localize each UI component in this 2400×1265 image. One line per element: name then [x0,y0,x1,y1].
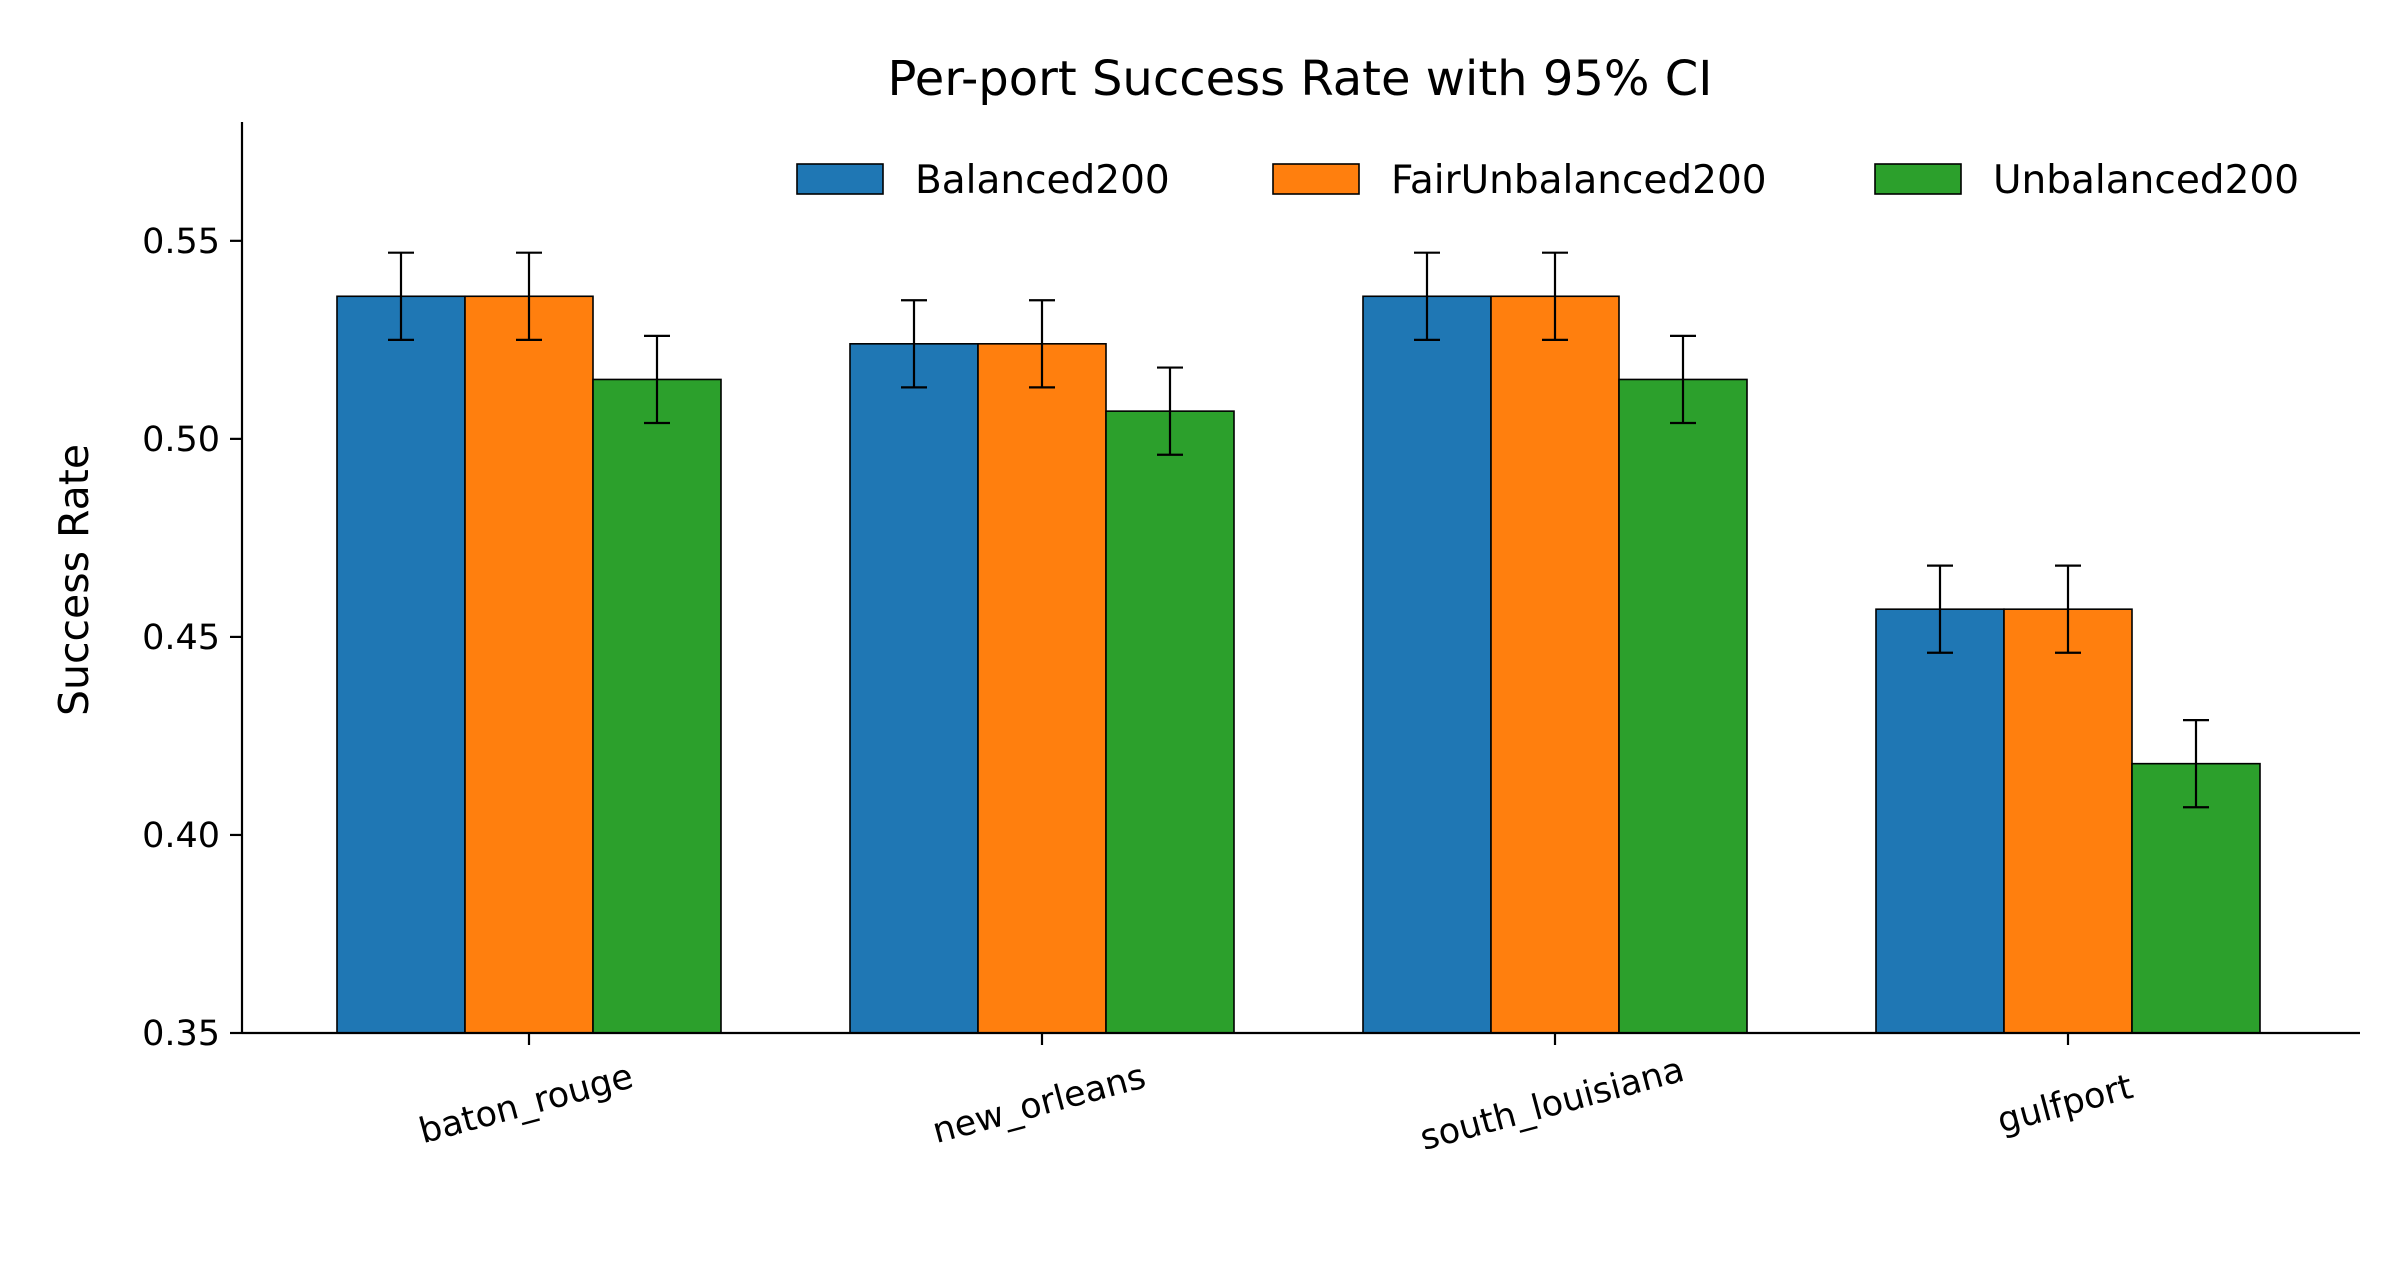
bar-gulfport-FairUnbalanced200 [2003,608,2133,1034]
y-tick-label: 0.45 [142,618,220,658]
bar-new_orleans-Unbalanced200 [1105,410,1235,1034]
y-tick-label: 0.35 [142,1014,220,1054]
legend: Balanced200 FairUnbalanced200 Unbalanced20… [796,158,2299,203]
x-tick-label: gulfport [1993,1067,2137,1141]
x-tick-label: new_orleans [928,1057,1150,1152]
bar-south_louisiana-Balanced200 [1362,295,1492,1034]
legend-swatch-FairUnbalanced200 [1272,163,1360,195]
bars-layer [336,251,2261,1034]
x-tick-label: baton_rouge [415,1057,637,1152]
legend-label-Balanced200: Balanced200 [915,158,1170,203]
bar-new_orleans-FairUnbalanced200 [977,343,1107,1034]
legend-swatch-Unbalanced200 [1874,163,1962,195]
bar-south_louisiana-Unbalanced200 [1618,378,1748,1034]
y-tick-label: 0.50 [142,420,220,460]
legend-label-FairUnbalanced200: FairUnbalanced200 [1391,158,1767,203]
legend-label-Unbalanced200: Unbalanced200 [1993,158,2299,203]
bar-gulfport-Balanced200 [1875,608,2005,1034]
bar-gulfport-Unbalanced200 [2131,762,2261,1034]
bar-baton_rouge-Balanced200 [336,295,466,1034]
x-tick-label: south_louisiana [1416,1050,1688,1159]
bar-baton_rouge-FairUnbalanced200 [464,295,594,1034]
chart-title: Per-port Success Rate with 95% CI [888,51,1713,107]
legend-swatch-Balanced200 [796,163,884,195]
y-tick-label: 0.40 [142,816,220,856]
bar-south_louisiana-FairUnbalanced200 [1490,295,1620,1034]
y-axis-label: Success Rate [50,444,98,716]
bar-new_orleans-Balanced200 [849,343,979,1034]
y-tick-label: 0.55 [142,222,220,262]
bar-baton_rouge-Unbalanced200 [592,378,722,1034]
